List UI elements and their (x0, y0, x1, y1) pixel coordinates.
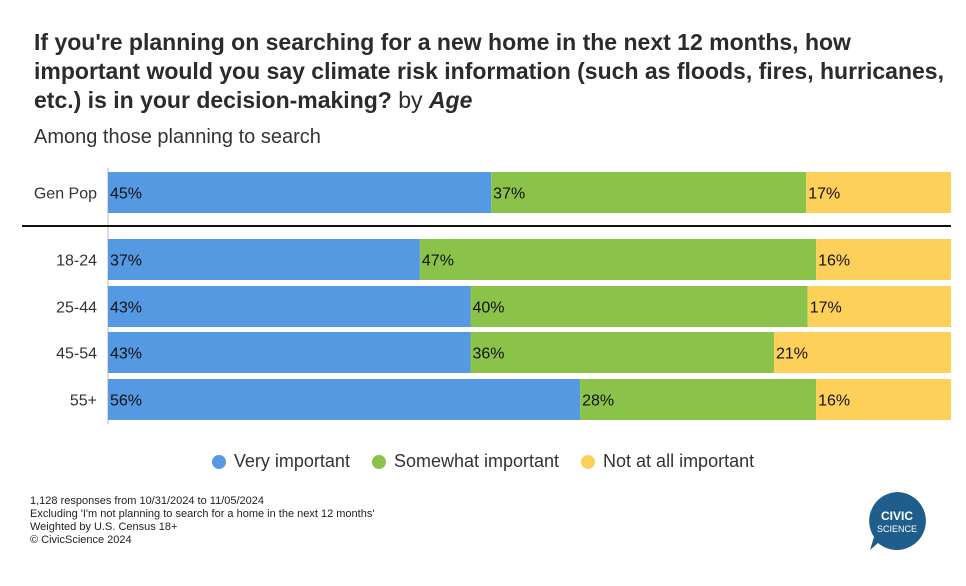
footnote-exclusion: Excluding 'I'm not planning to search fo… (30, 508, 375, 520)
chart-title: If you're planning on searching for a ne… (34, 28, 944, 115)
bar-55--not-at-all-important (816, 379, 951, 420)
bar-55--somewhat-important (580, 379, 817, 420)
footnote-responses: 1,128 responses from 10/31/2024 to 11/05… (30, 495, 265, 507)
title-by: by (398, 87, 423, 113)
bar-18-24-somewhat-important (419, 239, 817, 280)
bar-25-44-very-important (108, 286, 471, 327)
bar-25-44-not-at-all-important (807, 286, 951, 327)
bar-18-24-very-important (108, 239, 420, 280)
legend-item-somewhat-important: Somewhat important (371, 451, 560, 472)
bar-55--very-important (108, 379, 581, 420)
bar-45-54-somewhat-important (470, 332, 774, 373)
bar-gen-pop-very-important (108, 172, 492, 213)
logo-text-science: SCIENCE (877, 524, 917, 534)
data-label-18-24-1: 47% (422, 253, 454, 270)
data-label-25-44-0: 43% (110, 300, 142, 317)
legend-swatch-not-important (581, 454, 596, 469)
logo-text-civic: CIVIC (881, 509, 913, 523)
logo-badge (869, 492, 926, 550)
category-label-18-24: 18-24 (56, 253, 97, 270)
data-label-55--1: 28% (582, 393, 614, 410)
bar-gen-pop-somewhat-important (491, 172, 807, 213)
legend-label-very-important: Very important (233, 451, 350, 471)
bar-18-24-not-at-all-important (816, 239, 951, 280)
data-label-45-54-0: 43% (110, 346, 142, 363)
chart-legend: Very important Somewhat important Not at… (0, 451, 966, 472)
category-label-gen-pop: Gen Pop (34, 186, 97, 203)
category-label-45-54: 45-54 (56, 346, 97, 363)
footnote-copyright: © CivicScience 2024 (30, 534, 132, 546)
bar-25-44-somewhat-important (470, 286, 808, 327)
bar-gen-pop-not-at-all-important (806, 172, 951, 213)
title-group: Age (428, 87, 473, 113)
legend-swatch-somewhat-important (371, 454, 386, 469)
data-label-25-44-1: 40% (472, 300, 504, 317)
stacked-bar-chart: Gen Pop 45% 37% 17% 18-24 37% 47% 16% 25-44 43% 40… (22, 168, 951, 424)
data-label-18-24-0: 37% (110, 253, 142, 270)
data-label-gen-pop-2: 17% (808, 186, 840, 203)
category-label-55-: 55+ (70, 393, 97, 410)
legend-item-very-important: Very important (211, 451, 350, 472)
chart-subtitle: Among those planning to search (34, 126, 321, 148)
data-label-45-54-2: 21% (776, 346, 808, 363)
bar-45-54-not-at-all-important (773, 332, 951, 373)
data-label-25-44-2: 17% (810, 300, 842, 317)
legend-label-not-important: Not at all important (603, 451, 755, 471)
legend-label-somewhat-important: Somewhat important (393, 451, 560, 471)
civicscience-logo: CIVIC SCIENCE (869, 492, 926, 550)
data-label-gen-pop-1: 37% (493, 186, 525, 203)
legend-item-not-important: Not at all important (581, 451, 754, 472)
footnote-weighting: Weighted by U.S. Census 18+ (30, 521, 178, 533)
data-label-55--0: 56% (110, 393, 142, 410)
data-label-18-24-2: 16% (818, 253, 850, 270)
category-label-25-44: 25-44 (56, 300, 97, 317)
footnotes: 1,128 responses from 10/31/2024 to 11/05… (30, 495, 374, 547)
data-label-gen-pop-0: 45% (110, 186, 142, 203)
title-text: If you're planning on searching for a ne… (34, 29, 944, 113)
bar-45-54-very-important (108, 332, 471, 373)
legend-swatch-very-important (211, 454, 226, 469)
data-label-55--2: 16% (818, 393, 850, 410)
data-label-45-54-1: 36% (472, 346, 504, 363)
